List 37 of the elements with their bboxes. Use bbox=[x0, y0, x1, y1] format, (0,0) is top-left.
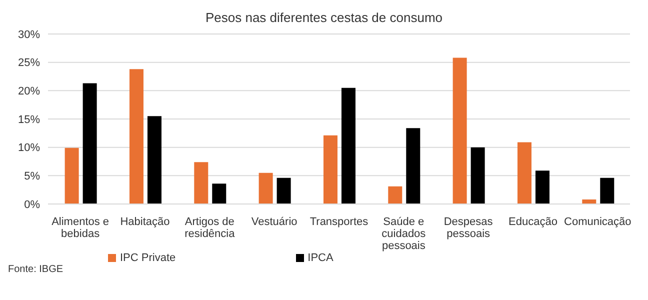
bar bbox=[517, 142, 532, 204]
bar bbox=[470, 147, 485, 204]
chart-title: Pesos nas diferentes cestas de consumo bbox=[204, 9, 444, 27]
bar bbox=[341, 88, 356, 204]
bar bbox=[600, 178, 614, 204]
bar bbox=[535, 170, 550, 204]
y-tick-label: 10% bbox=[18, 142, 40, 154]
x-tick-label: Artigos de residência bbox=[184, 216, 236, 240]
x-tick-label: Vestuário bbox=[251, 216, 298, 228]
y-tick-label: 25% bbox=[18, 57, 40, 70]
bar bbox=[82, 83, 97, 204]
bar bbox=[452, 58, 467, 204]
bar bbox=[147, 116, 162, 204]
bar bbox=[406, 128, 420, 204]
bar bbox=[276, 178, 291, 204]
bar bbox=[194, 162, 208, 204]
bar bbox=[323, 135, 338, 204]
y-tick-label: 0% bbox=[24, 198, 40, 211]
x-tick-label: Comunicação bbox=[564, 216, 632, 228]
x-tick-label: Despesas pessoais bbox=[444, 216, 494, 240]
x-tick-label: Saúde e cuidados pessoais bbox=[382, 216, 426, 252]
bar bbox=[129, 69, 144, 204]
legend-label: IPCA bbox=[308, 252, 334, 264]
legend-label: IPC Private bbox=[120, 252, 176, 264]
bar bbox=[64, 148, 79, 204]
y-tick-label: 20% bbox=[18, 86, 40, 98]
y-tick-label: 30% bbox=[18, 28, 40, 41]
x-tick-label: Habitação bbox=[120, 216, 170, 228]
y-tick-label: 15% bbox=[18, 114, 40, 126]
bar bbox=[258, 172, 273, 204]
x-tick-label: Educação bbox=[508, 216, 558, 228]
x-tick-label: Alimentos e bebidas bbox=[52, 216, 110, 240]
x-tick-label: Transportes bbox=[310, 216, 369, 228]
y-tick-label: 5% bbox=[24, 170, 40, 183]
source-note: Fonte: IBGE bbox=[8, 264, 64, 277]
bar bbox=[388, 186, 402, 204]
bar bbox=[212, 184, 226, 204]
